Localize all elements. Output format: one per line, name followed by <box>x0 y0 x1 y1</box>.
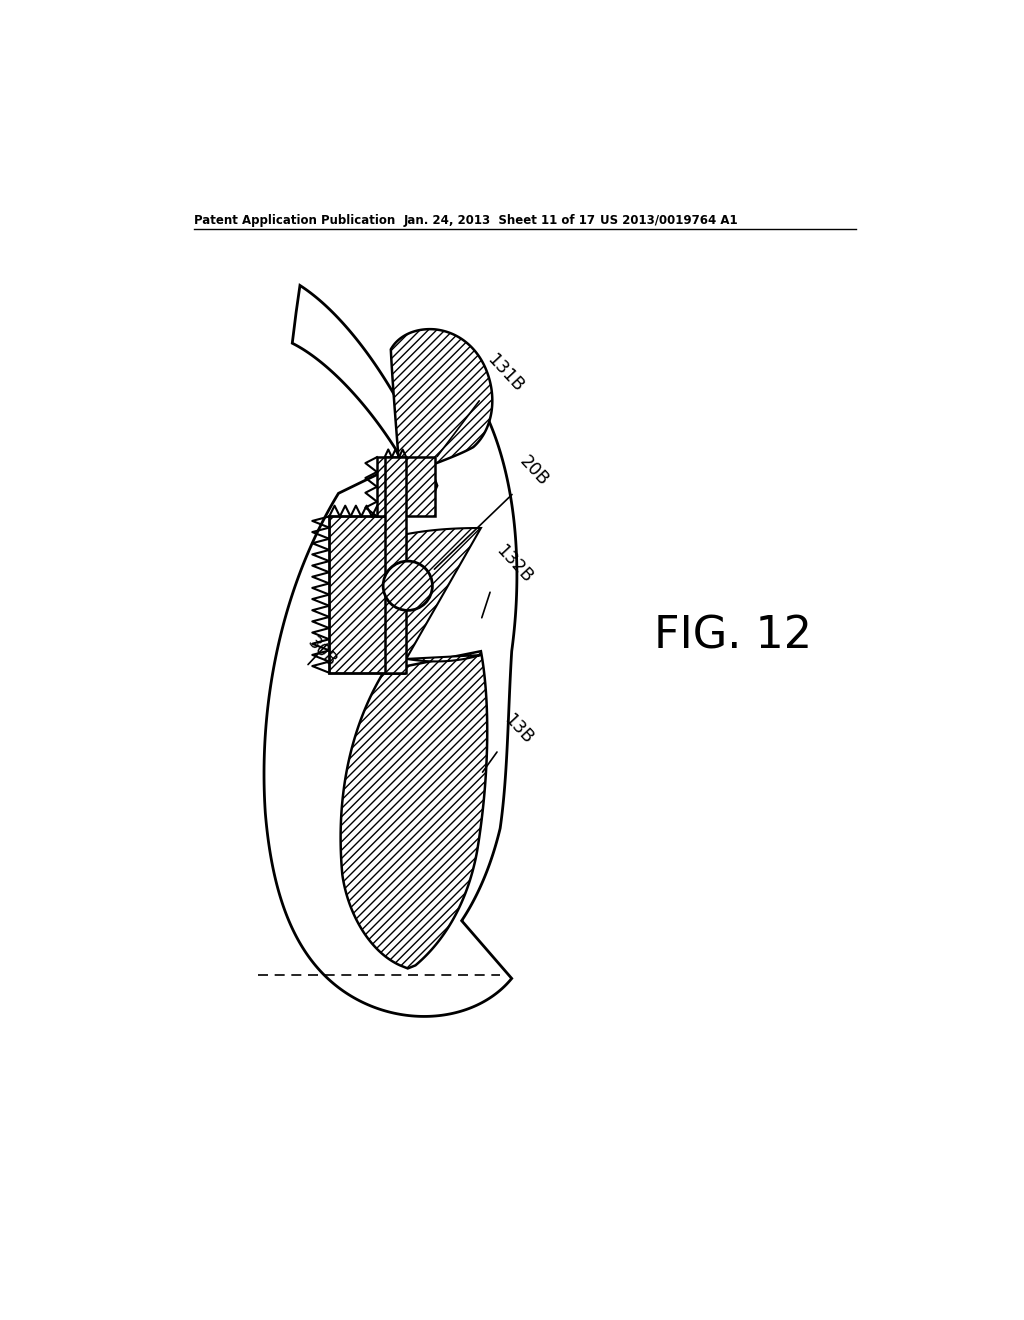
Polygon shape <box>292 285 437 508</box>
Text: Patent Application Publication: Patent Application Publication <box>194 214 395 227</box>
Polygon shape <box>330 516 403 673</box>
Polygon shape <box>377 457 435 516</box>
Polygon shape <box>391 329 493 478</box>
Text: FIG. 12: FIG. 12 <box>654 614 812 657</box>
Text: 132B: 132B <box>493 541 537 586</box>
Text: 13B: 13B <box>500 710 537 747</box>
Polygon shape <box>385 457 407 673</box>
Text: Jan. 24, 2013  Sheet 11 of 17: Jan. 24, 2013 Sheet 11 of 17 <box>403 214 596 227</box>
Polygon shape <box>264 420 517 1016</box>
Polygon shape <box>406 528 481 661</box>
Text: 30B: 30B <box>304 634 340 671</box>
Text: 131B: 131B <box>483 350 527 396</box>
Polygon shape <box>341 651 487 969</box>
Circle shape <box>383 561 432 610</box>
Text: US 2013/0019764 A1: US 2013/0019764 A1 <box>600 214 738 227</box>
Text: 20B: 20B <box>515 453 552 490</box>
